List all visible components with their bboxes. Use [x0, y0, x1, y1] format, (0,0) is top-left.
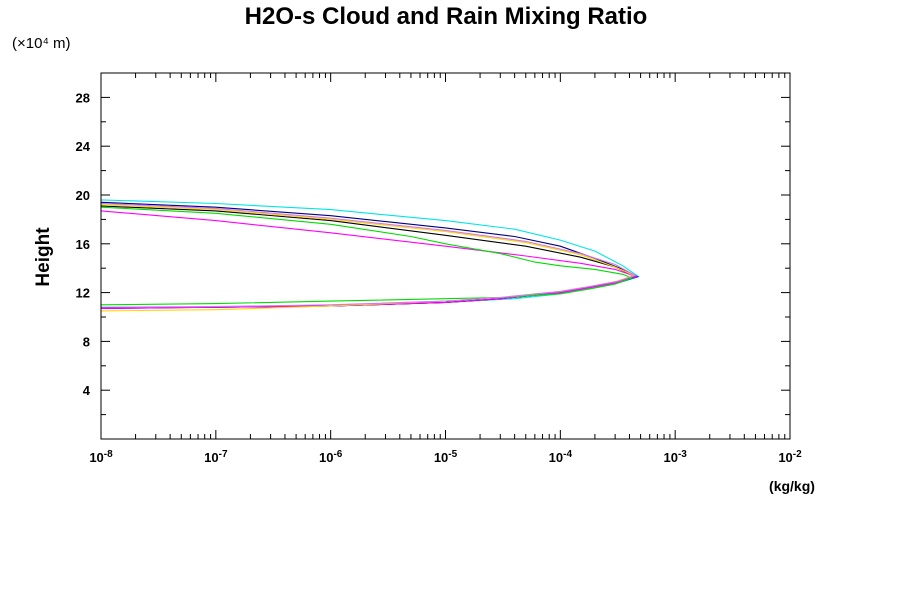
x-tick-label: 10-6: [319, 449, 343, 465]
series-layer: [101, 199, 640, 312]
x-tick-label: 10-7: [204, 449, 228, 465]
plot-frame: [100, 72, 791, 440]
x-tick-base: 10: [319, 450, 333, 465]
x-tick-base: 10: [89, 450, 103, 465]
y-tick-label: 20: [76, 188, 90, 203]
y-axis-label: Height: [33, 227, 54, 287]
x-tick-exponent: -6: [333, 449, 342, 460]
y-tick-label: 8: [83, 334, 90, 349]
x-tick-label: 10-4: [549, 449, 573, 465]
y-scale-note: (×10⁴ m): [12, 35, 71, 52]
x-tick-base: 10: [549, 450, 563, 465]
x-tick-exponent: -4: [563, 449, 572, 460]
x-tick-exponent: -7: [219, 449, 228, 460]
y-tick-label: 16: [76, 237, 90, 252]
x-tick-base: 10: [204, 450, 218, 465]
y-tick-label: 4: [83, 383, 91, 398]
y-tick-label: 28: [76, 90, 90, 105]
x-tick-label: 10-2: [778, 449, 802, 465]
y-tick-label: 24: [76, 139, 91, 154]
x-tick-exponent: -2: [793, 449, 802, 460]
x-tick-base: 10: [778, 450, 792, 465]
x-tick-exponent: -8: [104, 449, 113, 460]
x-tick-label: 10-5: [434, 449, 458, 465]
x-tick-label: 10-8: [89, 449, 113, 465]
x-axis-label: (kg/kg): [769, 478, 815, 494]
series-line-7: [101, 202, 637, 308]
series-line-5: [101, 206, 634, 306]
x-tick-label: 10-3: [663, 449, 687, 465]
x-tick-exponent: -3: [678, 449, 687, 460]
y-tick-label: 12: [76, 286, 90, 301]
x-tick-exponent: -5: [448, 449, 457, 460]
x-tick-base: 10: [434, 450, 448, 465]
chart-title: H2O-s Cloud and Rain Mixing Ratio: [245, 3, 648, 30]
x-tick-base: 10: [663, 450, 677, 465]
plot-area: [101, 199, 640, 312]
